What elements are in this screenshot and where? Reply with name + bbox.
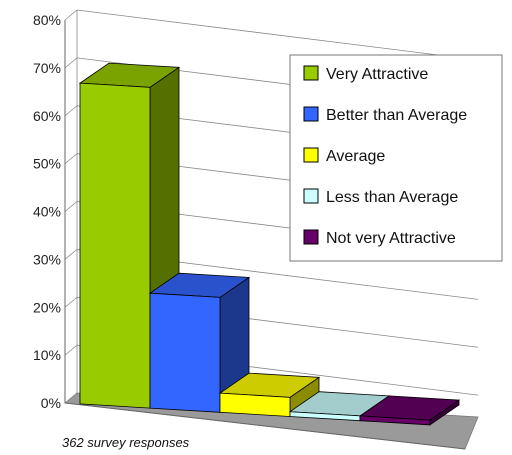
legend-swatch <box>303 106 319 122</box>
gridline-side <box>64 9 78 21</box>
legend-swatch <box>303 147 319 163</box>
gridline-side <box>64 249 78 260</box>
gridline-side <box>64 201 78 212</box>
y-tick-label: 0% <box>41 395 61 411</box>
y-tick-label: 60% <box>33 108 61 124</box>
y-tick-label: 20% <box>33 299 61 315</box>
y-tick-label: 40% <box>33 204 61 220</box>
y-tick-label: 80% <box>33 12 61 28</box>
y-tick-label: 70% <box>33 60 61 76</box>
legend: Very Attractive Better than Average Averag… <box>289 54 503 262</box>
gridline-side <box>64 105 78 117</box>
x-axis <box>64 402 466 450</box>
bar-front <box>149 292 221 413</box>
y-tick-label: 50% <box>33 156 61 172</box>
y-tick-label: 10% <box>33 347 61 363</box>
legend-item: Less than Average <box>303 188 458 206</box>
bar-not-very-attractive <box>358 395 461 426</box>
legend-item: Very Attractive <box>303 65 428 83</box>
legend-box <box>289 54 503 262</box>
legend-item: Average <box>303 147 385 165</box>
gridline-side <box>64 153 78 164</box>
bar-front <box>359 415 431 426</box>
legend-swatch <box>303 188 319 204</box>
annotation-text: 362 survey responses <box>62 435 190 450</box>
legend-swatch <box>303 229 319 245</box>
gridline-side <box>64 57 78 69</box>
legend-swatch <box>303 65 319 81</box>
bar-front <box>219 392 291 417</box>
bars <box>78 62 461 426</box>
y-tick-labels: 0% 10% 20% 30% 40% 50% 60% 70% 80% <box>33 12 61 411</box>
gridline <box>76 9 479 61</box>
legend-item: Not very Attractive <box>303 229 456 247</box>
legend-label: Better than Average <box>326 107 467 124</box>
bar-front <box>79 82 151 409</box>
y-tick-label: 30% <box>33 251 61 267</box>
gridline-side <box>64 344 78 356</box>
legend-label: Not very Attractive <box>326 230 456 247</box>
legend-label: Average <box>326 148 385 165</box>
legend-label: Less than Average <box>326 189 458 206</box>
bar-very-attractive <box>78 62 181 409</box>
legend-item: Better than Average <box>303 106 467 124</box>
gridline-side <box>64 296 78 308</box>
legend-label: Very Attractive <box>326 66 428 83</box>
